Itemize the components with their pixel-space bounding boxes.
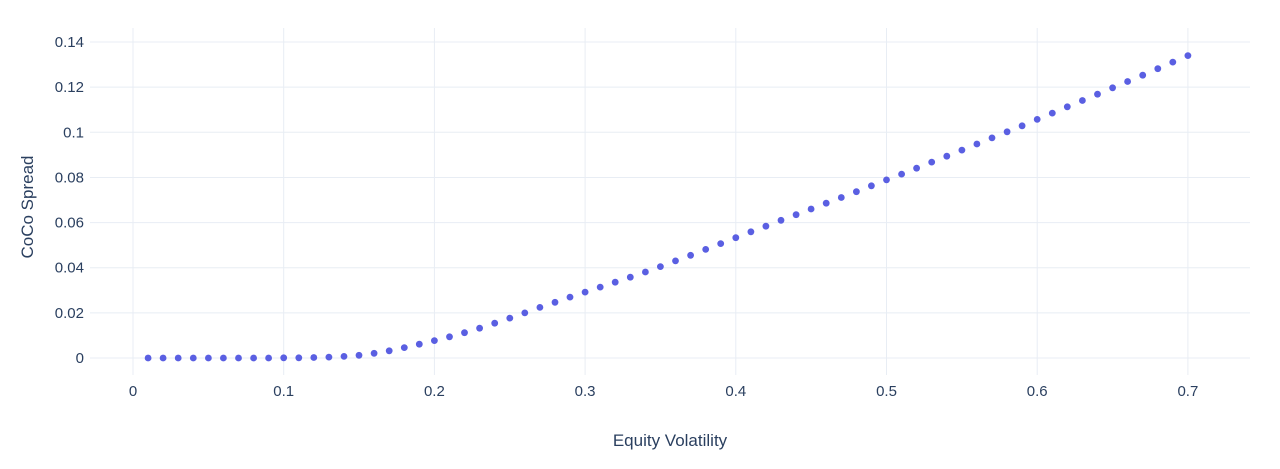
y-tick-label: 0.1 (63, 124, 84, 141)
data-point[interactable] (1079, 97, 1086, 104)
data-point[interactable] (657, 263, 664, 270)
data-point[interactable] (898, 170, 905, 178)
data-point[interactable] (611, 278, 619, 286)
x-tick-label: 0.2 (424, 383, 445, 400)
data-point[interactable] (506, 314, 514, 322)
data-point[interactable] (1094, 90, 1101, 98)
data-point[interactable] (596, 283, 604, 291)
y-tick-label: 0.14 (55, 34, 84, 51)
data-point[interactable] (159, 354, 167, 362)
x-tick-label: 0 (129, 383, 137, 400)
data-point[interactable] (205, 354, 212, 362)
data-point[interactable] (883, 176, 890, 184)
vertical-gridlines (132, 28, 1189, 375)
data-point[interactable] (536, 304, 544, 311)
data-point[interactable] (642, 268, 649, 276)
data-point[interactable] (1003, 128, 1011, 136)
data-point[interactable] (340, 353, 348, 360)
data-point[interactable] (431, 337, 438, 344)
data-point[interactable] (415, 340, 423, 348)
data-point[interactable] (1124, 78, 1131, 85)
data-point[interactable] (220, 354, 227, 362)
y-tick-label: 0.12 (55, 79, 84, 96)
data-point[interactable] (581, 288, 589, 296)
data-point[interactable] (958, 146, 966, 154)
x-tick-label: 0.6 (1027, 383, 1048, 400)
data-point[interactable] (868, 182, 875, 190)
data-point[interactable] (913, 164, 920, 172)
scatter-points (144, 52, 1192, 362)
y-axis-title: CoCo Spread (18, 155, 37, 258)
data-point[interactable] (626, 273, 634, 281)
data-point[interactable] (1154, 65, 1162, 73)
data-point[interactable] (807, 205, 815, 213)
data-point[interactable] (1063, 103, 1071, 111)
x-tick-label: 0.3 (575, 383, 596, 400)
data-point[interactable] (1169, 58, 1177, 66)
data-point[interactable] (837, 194, 845, 201)
data-point[interactable] (265, 354, 272, 362)
data-point[interactable] (461, 329, 468, 337)
data-point[interactable] (928, 158, 936, 166)
data-point[interactable] (973, 140, 981, 148)
data-point[interactable] (792, 211, 800, 219)
data-point[interactable] (943, 152, 951, 160)
x-tick-label: 0.5 (876, 383, 897, 400)
data-point[interactable] (988, 134, 996, 142)
data-point[interactable] (370, 349, 378, 357)
data-point[interactable] (566, 293, 574, 301)
data-point[interactable] (446, 333, 453, 341)
y-tick-label: 0.08 (55, 169, 84, 186)
x-axis-title: Equity Volatility (613, 431, 728, 450)
data-point[interactable] (1048, 109, 1056, 117)
x-tick-label: 0.1 (273, 383, 294, 400)
data-point[interactable] (521, 309, 529, 317)
data-point[interactable] (400, 344, 408, 351)
data-point[interactable] (762, 222, 770, 230)
y-tick-label: 0 (76, 350, 84, 367)
data-point[interactable] (325, 353, 333, 361)
data-point[interactable] (189, 354, 197, 362)
data-point[interactable] (385, 347, 393, 355)
y-tick-label: 0.06 (55, 215, 84, 232)
data-point[interactable] (777, 216, 785, 224)
data-point[interactable] (1139, 71, 1147, 79)
data-point[interactable] (174, 354, 182, 362)
data-point[interactable] (1018, 122, 1026, 130)
data-point[interactable] (310, 354, 318, 361)
y-tick-label: 0.04 (55, 260, 84, 277)
data-point[interactable] (235, 354, 242, 362)
data-point[interactable] (822, 199, 830, 207)
horizontal-gridlines (90, 41, 1250, 359)
data-point[interactable] (144, 354, 152, 362)
data-point[interactable] (476, 324, 483, 332)
data-point[interactable] (853, 188, 860, 196)
data-point[interactable] (491, 319, 499, 327)
data-point[interactable] (280, 354, 288, 362)
data-point[interactable] (551, 298, 559, 306)
y-tick-labels: 0 0.02 0.04 0.06 0.08 0.1 0.12 0.14 (55, 34, 84, 367)
data-point[interactable] (717, 240, 725, 248)
x-tick-labels: 0 0.1 0.2 0.3 0.4 0.5 0.6 0.7 (129, 383, 1199, 400)
data-point[interactable] (1033, 116, 1041, 123)
data-point[interactable] (702, 246, 710, 253)
y-tick-label: 0.02 (55, 305, 84, 322)
data-point[interactable] (1109, 84, 1116, 92)
data-point[interactable] (355, 351, 363, 359)
data-point[interactable] (1184, 52, 1192, 59)
x-tick-label: 0.7 (1177, 383, 1198, 400)
data-point[interactable] (250, 354, 257, 362)
data-point[interactable] (672, 257, 679, 265)
data-point[interactable] (747, 228, 755, 236)
x-tick-label: 0.4 (725, 383, 746, 400)
data-point[interactable] (732, 234, 740, 242)
data-point[interactable] (295, 354, 303, 362)
data-point[interactable] (687, 251, 694, 259)
